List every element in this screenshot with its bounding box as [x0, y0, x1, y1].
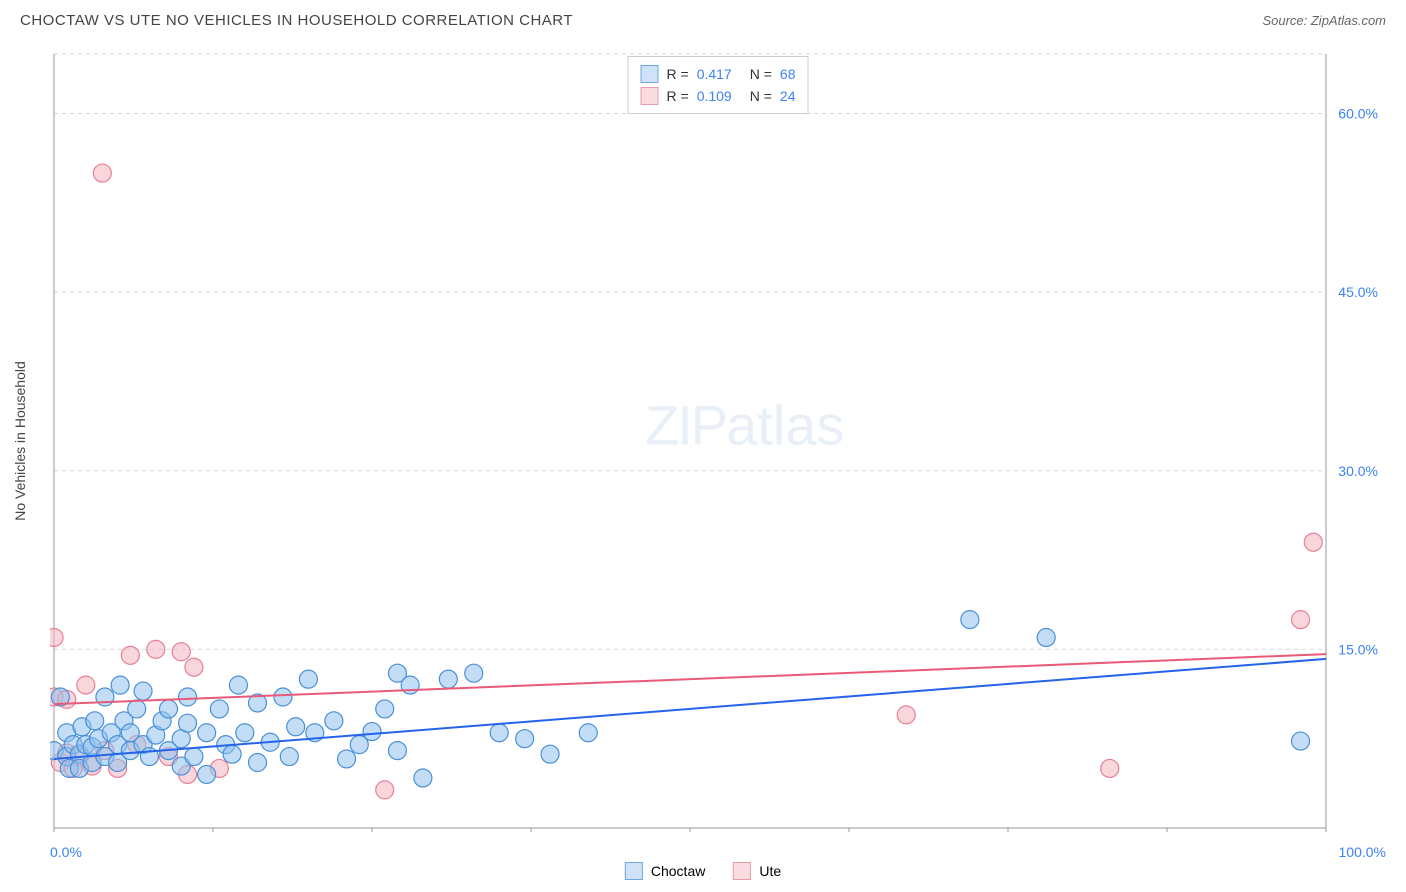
svg-text:15.0%: 15.0%: [1338, 641, 1378, 657]
legend-swatch: [641, 65, 659, 83]
svg-text:30.0%: 30.0%: [1338, 463, 1378, 479]
scatter-plot: 15.0% 30.0% 45.0% 60.0%: [50, 50, 1386, 832]
correlation-legend: R = 0.417 N = 68 R = 0.109 N = 24: [628, 56, 809, 114]
y-axis-label: No Vehicles in Household: [12, 361, 28, 521]
legend-row: R = 0.109 N = 24: [641, 85, 796, 107]
legend-swatch: [625, 862, 643, 880]
series-legend-item: Ute: [733, 862, 781, 880]
svg-text:45.0%: 45.0%: [1338, 284, 1378, 300]
series-legend: Choctaw Ute: [625, 862, 781, 880]
x-min-label: 0.0%: [50, 844, 82, 860]
chart-area: No Vehicles in Household ZIPatlas 15.0%3…: [50, 50, 1386, 832]
legend-swatch: [641, 87, 659, 105]
legend-swatch: [733, 862, 751, 880]
series-legend-item: Choctaw: [625, 862, 705, 880]
source-attribution: Source: ZipAtlas.com: [1262, 13, 1386, 28]
x-axis-labels: 0.0% 100.0%: [50, 844, 1386, 860]
legend-row: R = 0.417 N = 68: [641, 63, 796, 85]
x-max-label: 100.0%: [1339, 844, 1386, 860]
svg-text:60.0%: 60.0%: [1338, 106, 1378, 122]
chart-title: CHOCTAW VS UTE NO VEHICLES IN HOUSEHOLD …: [20, 12, 573, 29]
